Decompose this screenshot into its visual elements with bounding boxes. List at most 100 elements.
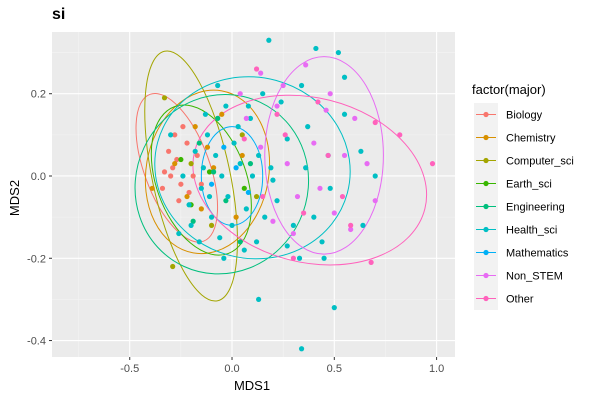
point-non-stem: [270, 218, 276, 224]
point-other: [301, 210, 307, 216]
point-biology: [190, 173, 196, 179]
legend-dot-computer-sci: [483, 157, 489, 164]
point-chemistry: [184, 193, 190, 200]
point-health-sci: [206, 193, 213, 200]
point-other: [290, 255, 296, 261]
point-non-stem: [284, 161, 290, 167]
point-engineering: [223, 198, 229, 204]
point-health-sci: [192, 148, 198, 154]
point-non-stem: [290, 230, 296, 237]
point-health-sci: [186, 202, 192, 208]
point-engineering: [196, 140, 202, 146]
point-health-sci: [298, 346, 305, 352]
legend-label-other: Other: [506, 294, 534, 306]
point-health-sci: [290, 222, 296, 228]
y-tick-label: -0.4: [27, 336, 46, 348]
point-biology: [166, 148, 172, 154]
point-health-sci: [253, 239, 260, 245]
point-computer-sci: [188, 161, 194, 167]
point-mathematics: [245, 189, 251, 196]
point-health-sci: [327, 185, 333, 191]
point-non-stem: [303, 62, 309, 68]
point-non-stem: [364, 161, 370, 167]
legend-dot-earth-sci: [483, 180, 489, 187]
point-non-stem: [348, 226, 354, 233]
point-health-sci: [335, 49, 341, 56]
point-health-sci: [266, 37, 272, 43]
plot-background: [52, 32, 455, 357]
point-health-sci: [180, 173, 186, 179]
point-health-sci: [303, 165, 309, 171]
legend-title: factor(major): [472, 82, 546, 97]
point-chemistry: [239, 152, 245, 159]
point-earth-sci: [206, 169, 213, 175]
x-tick-label: 0.5: [327, 363, 342, 375]
point-other: [241, 136, 247, 142]
legend-dot-other: [483, 295, 489, 302]
point-health-sci: [278, 99, 284, 105]
point-health-sci: [296, 255, 303, 261]
point-chemistry: [233, 214, 239, 220]
point-engineering: [211, 169, 217, 175]
point-biology: [178, 181, 184, 187]
point-computer-sci: [208, 222, 215, 228]
point-engineering: [247, 161, 254, 167]
point-other: [348, 222, 354, 228]
point-health-sci: [256, 152, 262, 159]
point-biology: [161, 169, 168, 175]
point-non-stem: [280, 82, 286, 89]
point-health-sci: [204, 132, 211, 138]
legend-dot-chemistry: [483, 134, 489, 141]
point-health-sci: [360, 222, 366, 228]
point-health-sci: [341, 111, 348, 117]
point-health-sci: [298, 82, 305, 89]
ellipse-earth-sci: [150, 104, 252, 256]
point-biology: [159, 185, 166, 191]
point-health-sci: [311, 214, 317, 220]
point-health-sci: [341, 74, 348, 80]
point-mathematics: [233, 165, 239, 171]
point-other: [368, 259, 374, 265]
point-engineering: [215, 115, 221, 121]
point-biology: [186, 189, 192, 196]
x-tick-label: -0.5: [120, 363, 139, 375]
point-biology: [194, 152, 200, 159]
axes: -0.5 0.0 0.5 1.0 -0.4 -0.2 0.0 0.2: [27, 89, 444, 375]
point-health-sci: [213, 152, 219, 159]
ellipse-engineering: [134, 94, 310, 275]
point-chemistry: [211, 165, 217, 171]
point-health-sci: [208, 214, 215, 220]
point-non-stem: [258, 70, 264, 76]
point-health-sci: [219, 173, 225, 179]
point-other: [397, 132, 403, 138]
point-health-sci: [331, 305, 337, 311]
point-biology: [172, 132, 178, 138]
ellipse-health-sci: [154, 76, 351, 260]
point-health-sci: [221, 255, 227, 261]
point-mathematics: [221, 144, 227, 150]
point-earth-sci: [178, 156, 184, 163]
y-tick-label: 0.0: [31, 171, 46, 183]
ellipse-non-stem: [264, 56, 384, 255]
point-health-sci: [200, 165, 206, 171]
legend: factor(major) Biology Chemistry Computer_s…: [472, 82, 574, 310]
point-non-stem: [317, 185, 323, 191]
x-axis-label: MDS1: [234, 378, 270, 393]
point-health-sci: [241, 247, 247, 253]
point-non-stem: [323, 107, 329, 113]
point-other: [253, 66, 260, 72]
point-health-sci: [256, 296, 262, 303]
point-health-sci: [262, 214, 268, 220]
point-non-stem: [243, 115, 249, 121]
point-health-sci: [321, 255, 327, 261]
point-health-sci: [217, 235, 223, 241]
point-health-sci: [372, 173, 378, 179]
point-health-sci: [358, 148, 364, 154]
point-chemistry: [204, 144, 211, 150]
ellipse-chemistry: [144, 89, 271, 255]
legend-label-engineering: Engineering: [506, 202, 565, 214]
ellipse-biology: [135, 92, 219, 243]
confidence-ellipses: [134, 50, 428, 302]
point-biology: [174, 156, 180, 163]
